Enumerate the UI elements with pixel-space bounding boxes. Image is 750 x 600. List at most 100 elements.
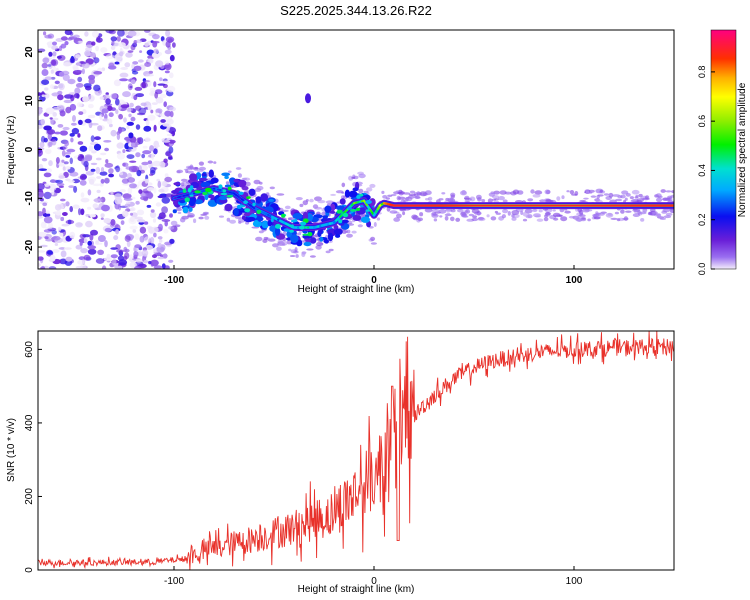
spectrogram-speckle <box>47 133 52 140</box>
spectrogram-speckle <box>89 52 96 58</box>
spectrogram-speckle <box>93 143 102 151</box>
spectrogram-halo <box>651 211 657 215</box>
spectrogram-speckle <box>65 106 72 114</box>
spectrogram-speckle <box>150 109 154 114</box>
spectrogram-halo <box>213 161 217 164</box>
spectrogram-halo <box>431 209 440 213</box>
spectrogram-speckle <box>138 189 143 194</box>
spectrogram-speckle <box>135 152 141 158</box>
spectrogram-speckle <box>40 221 47 229</box>
spectrogram-speckle <box>38 215 43 219</box>
spectrogram-speckle <box>169 238 175 244</box>
spectrogram-speckle <box>155 96 164 104</box>
spectrogram-blob <box>352 187 359 192</box>
spectrogram-speckle <box>93 197 103 203</box>
spectrogram-halo <box>287 217 295 220</box>
spectrogram-speckle <box>139 235 145 243</box>
spectrogram-speckle <box>105 30 114 34</box>
spectrogram-halo <box>256 185 264 191</box>
spectrogram-speckle <box>145 119 150 126</box>
spectrogram-blob <box>188 197 196 207</box>
spectrogram-ytick-label: 10 <box>24 95 35 107</box>
spectrogram-halo <box>468 213 474 217</box>
spectrogram-speckle <box>49 254 56 262</box>
spectrogram-speckle <box>144 236 152 243</box>
spectrogram-speckle <box>84 118 92 124</box>
spectrogram-speckle <box>164 70 170 74</box>
spectrogram-speckle <box>126 121 134 126</box>
spectrogram-speckle <box>42 207 46 215</box>
spectrogram-speckle <box>75 40 79 44</box>
spectrogram-halo <box>545 198 552 202</box>
spectrogram-speckle <box>97 125 103 132</box>
spectrogram-speckle <box>80 208 85 216</box>
spectrogram-blob <box>233 208 239 216</box>
spectrogram-peak <box>218 184 223 189</box>
spectrogram-speckle <box>87 94 95 102</box>
spectrogram-speckle <box>164 49 172 55</box>
spectrogram-halo <box>298 230 303 234</box>
spectrogram-halo <box>351 176 356 179</box>
spectrogram-speckle <box>73 34 80 38</box>
snr-series-line <box>38 331 674 570</box>
spectrogram-speckle <box>100 47 108 53</box>
spectrogram-speckle <box>132 70 139 75</box>
spectrogram-speckle <box>85 85 92 91</box>
spectrogram-halo <box>276 193 285 196</box>
spectrogram-speckle <box>72 66 79 71</box>
spectrogram-halo <box>335 190 344 194</box>
spectrogram-speckle <box>84 50 91 57</box>
spectrogram-speckle <box>134 233 140 240</box>
spectrogram-speckle <box>158 239 163 243</box>
spectrogram-speckle <box>69 157 74 165</box>
spectrogram-speckle <box>48 51 53 57</box>
spectrogram-speckle <box>87 240 92 246</box>
spectrogram-speckle <box>64 247 72 250</box>
spectrogram-speckle <box>62 74 70 81</box>
spectrogram-speckle <box>147 191 153 200</box>
spectrogram-halo <box>605 212 614 218</box>
spectrogram-blob <box>360 216 370 223</box>
spectrogram-speckle <box>164 110 172 117</box>
spectrogram-speckle <box>42 57 50 64</box>
spectrogram-halo <box>373 222 377 227</box>
spectrogram-speckle <box>43 191 52 200</box>
spectrogram-speckle <box>88 145 94 152</box>
spectrogram-speckle <box>134 244 142 249</box>
spectrogram-halo <box>608 192 614 198</box>
spectrogram-speckle <box>69 103 77 111</box>
spectrogram-speckle <box>138 59 144 63</box>
spectrogram-halo <box>243 177 251 181</box>
spectrogram-ytick-label: 0 <box>24 146 35 152</box>
colorbar-label: Normalized spectral amplitude <box>737 82 748 217</box>
spectrogram-halo <box>445 208 453 212</box>
spectrogram-speckle <box>127 187 133 195</box>
spectrogram-halo <box>393 217 401 222</box>
spectrogram-speckle <box>119 72 129 78</box>
spectrogram-speckle <box>116 133 121 140</box>
spectrogram-speckle <box>145 245 154 250</box>
spectrogram-speckle <box>79 179 87 186</box>
spectrogram-halo <box>553 217 559 221</box>
spectrogram-speckle <box>60 36 68 41</box>
spectrogram-speckle <box>70 137 74 143</box>
spectrogram-speckle <box>39 141 45 148</box>
spectrogram-halo <box>671 190 674 194</box>
spectrogram-halo <box>603 193 609 196</box>
spectrogram-speckle <box>126 146 134 150</box>
spectrogram-speckle <box>57 124 64 128</box>
spectrogram-speckle <box>96 189 101 194</box>
spectrogram-halo <box>543 216 549 222</box>
spectrogram-speckle <box>75 83 84 88</box>
spectrogram-halo <box>297 232 302 236</box>
spectrogram-speckle <box>63 99 73 104</box>
spectrogram-blob <box>247 216 256 222</box>
spectrogram-speckle <box>104 113 108 121</box>
spectrogram-halo <box>253 179 261 185</box>
spectrogram-speckle <box>128 113 132 118</box>
spectrogram-halo <box>419 212 424 217</box>
snr-xtick-label: 100 <box>566 576 583 587</box>
spectrogram-speckle <box>49 138 56 142</box>
spectrogram-halo <box>370 236 376 241</box>
